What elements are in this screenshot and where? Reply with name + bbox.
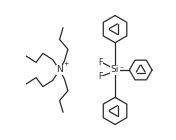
Text: F: F [98,72,103,81]
Text: F: F [98,58,103,67]
Text: Si: Si [111,66,119,74]
Text: –: – [120,65,123,71]
Text: N: N [56,66,63,74]
Text: +: + [64,61,69,67]
